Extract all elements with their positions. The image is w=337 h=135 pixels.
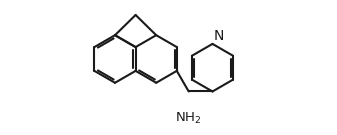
Text: N: N <box>214 29 224 43</box>
Text: NH$_2$: NH$_2$ <box>176 111 202 126</box>
